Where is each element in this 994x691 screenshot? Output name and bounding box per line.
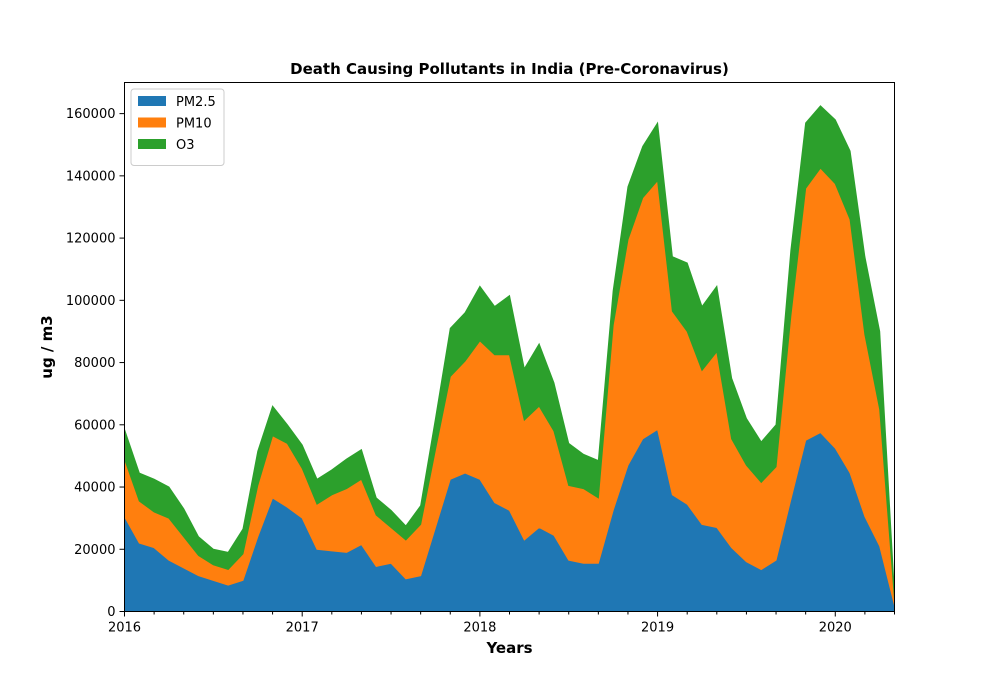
x-tick-label: 2020 — [819, 621, 852, 636]
y-tick-label: 0 — [107, 605, 115, 620]
y-tick-label: 120000 — [66, 232, 116, 247]
legend-label: O3 — [176, 138, 195, 153]
y-tick-label: 80000 — [74, 356, 115, 371]
legend-swatch — [138, 117, 166, 128]
y-tick-label: 20000 — [74, 543, 115, 558]
y-axis: 0 20000 40000 60000 80000 100000 120000 140000 1… — [66, 107, 125, 620]
y-tick-label: 40000 — [74, 481, 115, 496]
legend-label: PM10 — [176, 117, 212, 132]
x-tick-label: 2019 — [641, 621, 674, 636]
areas-layer — [124, 105, 895, 612]
x-tick-label: 2017 — [286, 621, 319, 636]
x-axis: 2016 2017 2018 2019 2020 — [108, 611, 895, 636]
legend: PM2.5 PM10 O3 — [130, 88, 225, 166]
y-axis-title: ug / m3 — [38, 315, 56, 378]
legend-swatch — [138, 139, 166, 149]
y-tick-label: 60000 — [74, 418, 115, 433]
y-tick-label: 140000 — [66, 169, 116, 184]
x-axis-title: Years — [485, 639, 532, 657]
x-tick-label: 2016 — [108, 621, 141, 636]
x-tick-label: 2018 — [463, 621, 496, 636]
chart-title: Death Causing Pollutants in India (Pre-C… — [290, 60, 729, 78]
y-tick-label: 100000 — [66, 294, 116, 309]
y-tick-label: 160000 — [66, 107, 116, 122]
legend-swatch — [138, 96, 166, 106]
legend-label: PM2.5 — [176, 95, 216, 110]
